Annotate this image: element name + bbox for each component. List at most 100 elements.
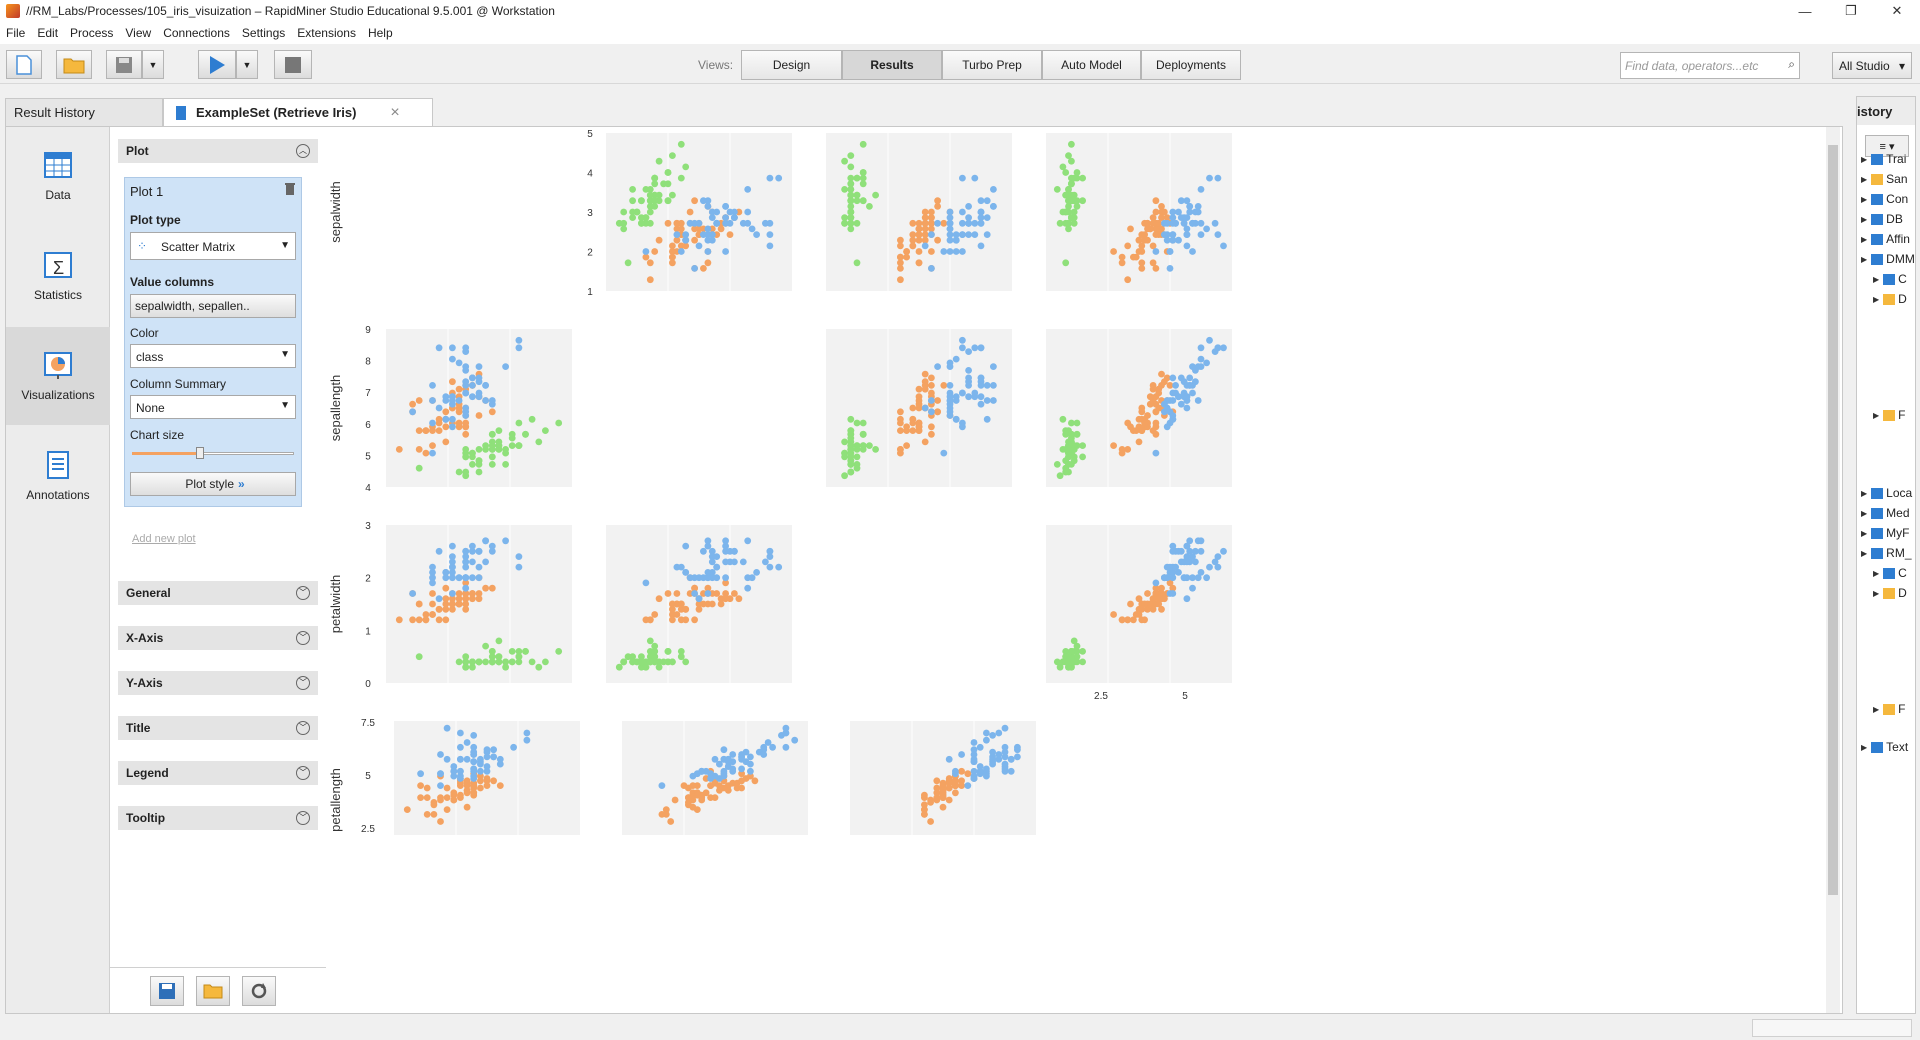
data-point[interactable] <box>483 763 491 770</box>
data-point[interactable] <box>716 760 723 768</box>
data-point[interactable] <box>660 658 667 666</box>
data-point[interactable] <box>989 760 996 768</box>
data-point[interactable] <box>462 547 470 555</box>
data-point[interactable] <box>928 248 935 255</box>
data-point[interactable] <box>654 852 661 859</box>
data-point[interactable] <box>859 197 867 205</box>
data-point[interactable] <box>1065 225 1072 233</box>
repository-tree-item[interactable]: ▶ F <box>1873 407 1906 423</box>
data-point[interactable] <box>1163 423 1171 431</box>
data-point[interactable] <box>1169 574 1177 582</box>
data-point[interactable] <box>708 553 716 560</box>
data-point[interactable] <box>1138 404 1146 412</box>
data-point[interactable] <box>469 542 476 550</box>
data-point[interactable] <box>632 864 639 871</box>
chart-size-slider[interactable] <box>132 447 294 459</box>
data-point[interactable] <box>504 856 511 863</box>
chevron-down-icon[interactable]: ﹀ <box>296 766 310 780</box>
data-point[interactable] <box>417 782 424 789</box>
data-point[interactable] <box>847 219 855 227</box>
data-point[interactable] <box>753 231 760 238</box>
expand-icon[interactable]: ▶ <box>1861 254 1868 264</box>
data-point[interactable] <box>664 648 672 655</box>
data-point[interactable] <box>1177 374 1185 382</box>
data-point[interactable] <box>430 811 438 818</box>
data-point[interactable] <box>1062 468 1070 476</box>
tab-exampleset[interactable]: ExampleSet (Retrieve Iris) × <box>163 98 433 126</box>
expand-icon[interactable]: ▶ <box>1873 410 1880 420</box>
data-point[interactable] <box>983 231 991 238</box>
data-point[interactable] <box>921 811 928 818</box>
data-point[interactable] <box>663 861 670 868</box>
data-point[interactable] <box>871 856 878 863</box>
data-point[interactable] <box>475 547 483 555</box>
data-point[interactable] <box>457 791 464 799</box>
data-point[interactable] <box>663 852 670 859</box>
data-point[interactable] <box>952 789 959 797</box>
data-point[interactable] <box>645 856 652 863</box>
data-point[interactable] <box>669 191 676 199</box>
data-point[interactable] <box>1211 219 1219 227</box>
data-point[interactable] <box>415 464 423 472</box>
data-point[interactable] <box>976 770 984 778</box>
data-point[interactable] <box>1161 231 1168 238</box>
data-point[interactable] <box>871 861 878 868</box>
data-point[interactable] <box>878 849 885 856</box>
data-point[interactable] <box>484 852 491 859</box>
data-point[interactable] <box>1161 208 1168 216</box>
data-point[interactable] <box>504 859 511 866</box>
data-point[interactable] <box>497 856 504 863</box>
data-point[interactable] <box>423 784 431 792</box>
data-point[interactable] <box>435 547 443 555</box>
data-point[interactable] <box>651 248 659 255</box>
data-point[interactable] <box>442 600 450 608</box>
data-point[interactable] <box>442 397 450 404</box>
data-point[interactable] <box>928 219 935 227</box>
data-point[interactable] <box>442 408 450 416</box>
data-point[interactable] <box>884 854 891 861</box>
data-point[interactable] <box>429 442 436 449</box>
data-point[interactable] <box>990 382 997 389</box>
data-point[interactable] <box>952 248 960 255</box>
data-point[interactable] <box>1183 225 1191 233</box>
data-point[interactable] <box>933 777 941 785</box>
data-point[interactable] <box>1197 231 1205 238</box>
data-point[interactable] <box>1220 344 1227 352</box>
data-point[interactable] <box>921 225 929 233</box>
data-point[interactable] <box>872 191 879 199</box>
data-point[interactable] <box>457 755 464 763</box>
data-point[interactable] <box>664 219 672 227</box>
data-point[interactable] <box>463 777 471 785</box>
data-point[interactable] <box>738 777 745 785</box>
data-point[interactable] <box>921 242 929 250</box>
data-point[interactable] <box>693 791 701 799</box>
data-point[interactable] <box>694 849 701 856</box>
data-point[interactable] <box>677 605 685 613</box>
data-point[interactable] <box>847 186 855 193</box>
data-point[interactable] <box>897 408 904 416</box>
data-point[interactable] <box>462 590 470 597</box>
data-point[interactable] <box>764 739 772 746</box>
data-point[interactable] <box>983 772 990 780</box>
data-point[interactable] <box>462 382 470 389</box>
data-point[interactable] <box>662 811 670 818</box>
data-point[interactable] <box>1220 242 1227 250</box>
data-point[interactable] <box>449 569 456 576</box>
data-point[interactable] <box>422 449 430 457</box>
data-point[interactable] <box>1169 208 1177 216</box>
data-point[interactable] <box>1070 174 1078 182</box>
data-point[interactable] <box>847 163 855 171</box>
data-point[interactable] <box>726 208 734 216</box>
data-point[interactable] <box>429 449 436 457</box>
data-point[interactable] <box>1152 197 1160 205</box>
data-point[interactable] <box>1172 382 1179 389</box>
data-point[interactable] <box>1001 753 1009 761</box>
repository-tree-item[interactable]: ▶ F <box>1873 701 1906 717</box>
data-point[interactable] <box>673 231 681 238</box>
data-point[interactable] <box>897 446 904 453</box>
data-point[interactable] <box>442 438 450 446</box>
data-point[interactable] <box>760 751 768 758</box>
data-point[interactable] <box>483 748 491 756</box>
data-point[interactable] <box>871 856 878 863</box>
view-design[interactable]: Design <box>741 50 842 80</box>
